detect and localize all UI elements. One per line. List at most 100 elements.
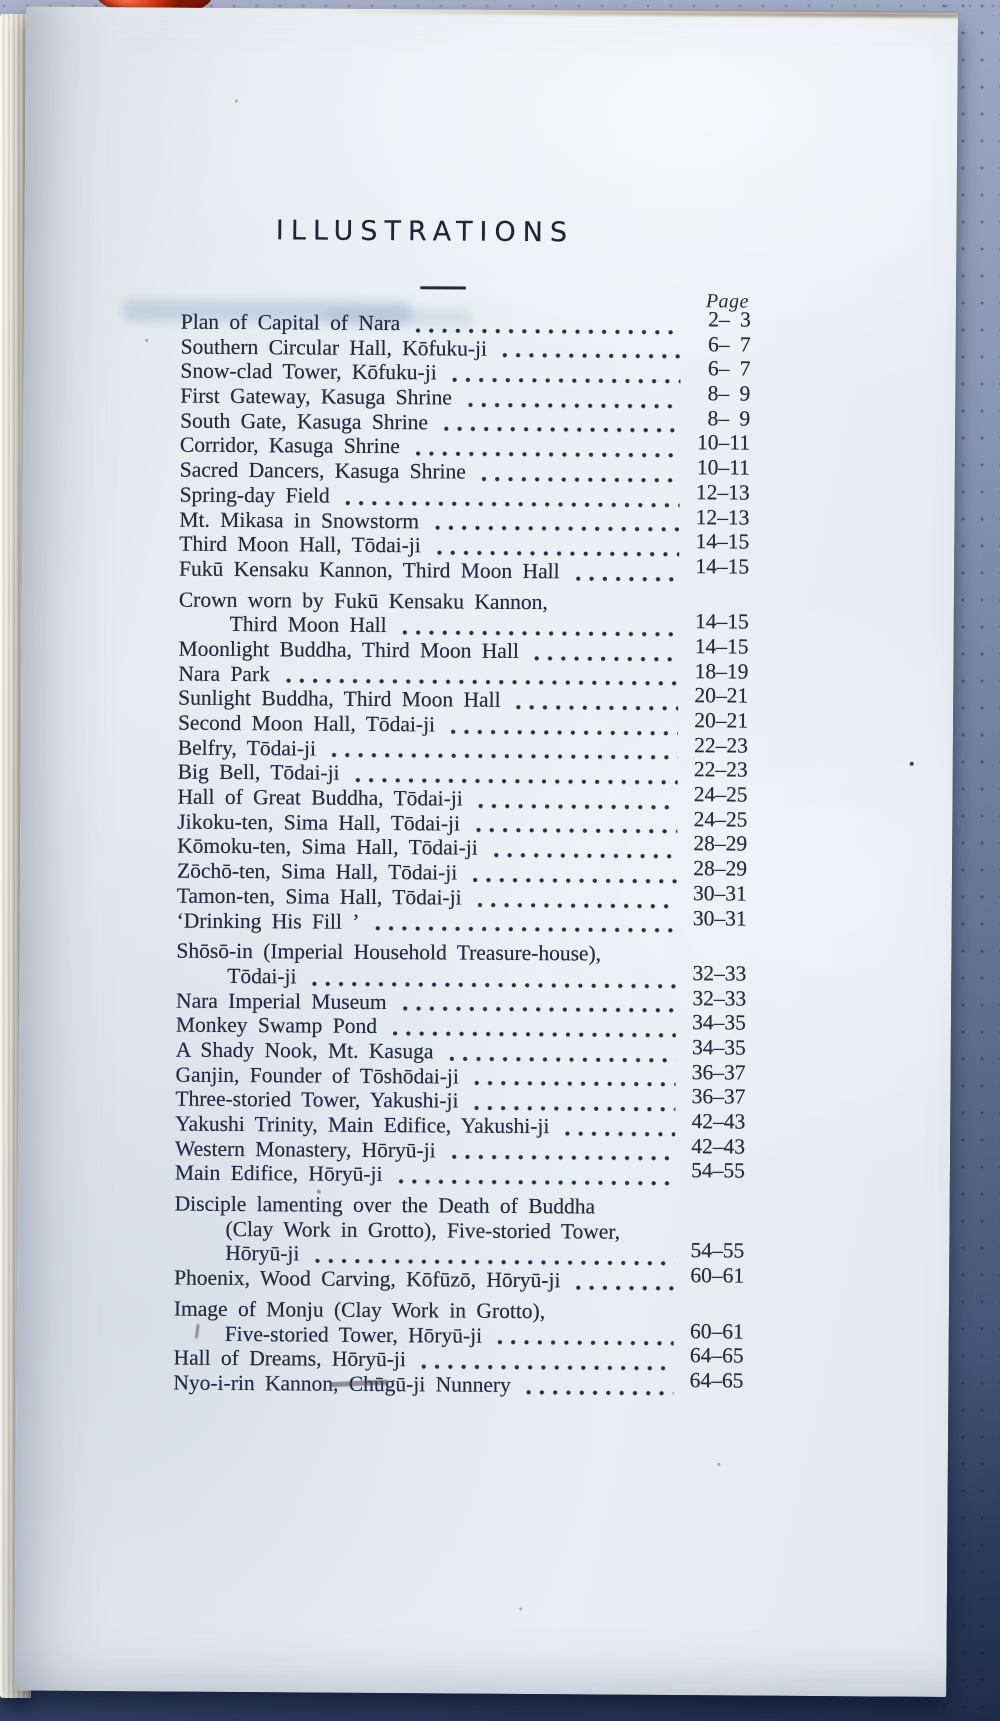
dot-leader — [605, 1195, 677, 1220]
dot-leader — [611, 942, 679, 967]
dot-leader — [555, 1299, 676, 1325]
dot-leader — [397, 990, 679, 1017]
entry-page-range: 30–31 — [692, 905, 747, 931]
dot-leader — [558, 590, 681, 616]
dot-leader — [429, 509, 682, 535]
entry-title-text: A Shady Nook, Mt. Kasuga — [175, 1037, 434, 1064]
dot-leader — [445, 712, 680, 738]
entry-title-text: Monkey Swamp Pond — [175, 1012, 378, 1039]
entry-title-text: Fukū Kensaku Kannon, Third Moon Hall — [179, 556, 560, 584]
entry-title-text: Second Moon Hall, Tōdai-ji — [177, 710, 436, 737]
entry-page-range: 60–61 — [689, 1318, 744, 1344]
entry-title-text: Phoenix, Wood Carving, Kōfūzō, Hōryū-ji — [174, 1265, 561, 1293]
entry-title-text: Western Monastery, Hōryū-ji — [174, 1136, 436, 1163]
dot-leader — [473, 787, 680, 813]
entry-page-range: 30–31 — [693, 880, 747, 906]
dot-leader — [392, 1162, 677, 1189]
entry-title-text: Hōryū-ji — [225, 1241, 300, 1266]
entry-page-range: 14–15 — [694, 609, 749, 634]
entry-title-text: Tamon-ten, Sima Hall, Tōdai-ji — [176, 883, 462, 910]
dot-leader — [462, 386, 683, 412]
entry-page-range: 12–13 — [695, 479, 750, 505]
entry-title-text: Moonlight Buddha, Third Moon Hall — [178, 636, 519, 663]
entry-title-text: Southern Circular Hall, Kōfuku-ji — [180, 334, 488, 361]
entry-title-text: Hall of Dreams, Hōryū-ji — [173, 1345, 407, 1372]
entry-title-text: Main Edifice, Hōryū-ji — [174, 1160, 383, 1187]
dot-leader — [476, 460, 682, 486]
dot-leader — [488, 836, 680, 862]
entry-page-range: 14–15 — [694, 634, 749, 659]
entry-title-text: Zōchō-ten, Sima Hall, Tōdai-ji — [176, 858, 458, 885]
entry-page-range: 22–23 — [694, 732, 748, 758]
paper-specks — [26, 6, 28, 8]
dot-leader — [447, 361, 683, 387]
dot-leader — [443, 1039, 677, 1065]
entry-page-range: 42–43 — [691, 1109, 746, 1134]
entry-title-text: South Gate, Kasuga Shrine — [180, 408, 429, 435]
entry-title-text: Plan of Capital of Nara — [180, 309, 401, 336]
entry-title-text: Mt. Mikasa in Snowstorm — [179, 507, 420, 533]
entry-title-text: Crown worn by Fukū Kensaku Kannon, — [178, 587, 548, 614]
entry-page-range: 28–29 — [693, 856, 748, 881]
entry-title-text: Jikoku-ten, Sima Hall, Tōdai-ji — [177, 809, 461, 836]
illustration-entry-line: Fukū Kensaku Kannon, Third Moon Hall 14–… — [179, 554, 750, 585]
dot-leader — [492, 1323, 676, 1349]
dot-leader — [369, 909, 678, 936]
dot-leader — [529, 639, 681, 665]
entry-page-range: 6– 7 — [707, 331, 751, 357]
entry-page-range: 20–21 — [694, 708, 749, 733]
entry-title-text: Sunlight Buddha, Third Moon Hall — [178, 685, 501, 713]
dot-leader — [446, 1138, 678, 1164]
entry-title-text: Hall of Great Buddha, Tōdai-ji — [177, 784, 463, 811]
entry-page-range: 22–23 — [693, 757, 748, 782]
dot-leader — [410, 435, 682, 462]
entry-title-text: Three-storied Tower, Yakushi-ji — [175, 1086, 459, 1113]
dot-leader — [438, 410, 682, 436]
entry-page-range: 8– 9 — [707, 406, 751, 431]
entry-title-text: Tōdai-ji — [227, 963, 297, 989]
dot-leader — [309, 1242, 676, 1269]
dot-leader — [468, 1089, 677, 1115]
entry-page-range: 34–35 — [691, 1035, 746, 1060]
entry-title-text: Third Moon Hall, Tōdai-ji — [179, 531, 421, 558]
dot-leader — [306, 964, 678, 991]
entry-title-text: Kōmoku-ten, Sima Hall, Tōdai-ji — [177, 834, 478, 861]
dot-leader — [326, 736, 680, 763]
entry-title-text: Spring-day Field — [179, 482, 330, 508]
entry-page-range: 36–37 — [691, 1084, 746, 1109]
entry-page-range: 32–33 — [692, 985, 747, 1011]
dot-leader — [470, 811, 679, 837]
entry-title-text: Image of Monju (Clay Work in Grotto), — [173, 1296, 546, 1323]
entry-title-text: Ganjin, Founder of Tōshōdai-ji — [175, 1062, 459, 1089]
dot-leader — [469, 1064, 678, 1090]
dot-leader — [410, 311, 683, 338]
entry-title-text: Third Moon Hall — [229, 612, 387, 638]
illustration-entry-line: Nyo-i-rin Kannon, Chūgū-ji Nunnery 64–65 — [173, 1368, 743, 1399]
entry-page-range: 32–33 — [692, 961, 747, 986]
entry-title-text: Nara Park — [178, 661, 271, 686]
entry-page-range: 14–15 — [695, 529, 750, 554]
dot-leader — [472, 885, 679, 911]
entry-page-range: 36–37 — [691, 1059, 746, 1085]
page-title: ILLUSTRATIONS — [275, 215, 575, 249]
entry-title-text: Sacred Dancers, Kasuga Shrine — [179, 457, 466, 484]
dot-leader — [397, 613, 681, 640]
entry-title-text: Disciple lamenting over the Death of Bud… — [174, 1191, 596, 1219]
entry-page-range: 24–25 — [693, 806, 748, 832]
entry-title-text: Yakushi Trinity, Main Edifice, Yakushi-j… — [175, 1111, 550, 1139]
entry-title-text: Five-storied Tower, Hōryū-ji — [224, 1321, 483, 1348]
entry-page-range: 60–61 — [690, 1263, 745, 1288]
entry-page-range: 34–35 — [692, 1010, 747, 1035]
dot-leader — [349, 761, 679, 788]
illustration-entry-line: Main Edifice, Hōryū-ji 54–55 — [174, 1158, 745, 1190]
entry-page-range: 12–13 — [695, 504, 750, 530]
entry-title-text: First Gateway, Kasuga Shrine — [180, 383, 452, 410]
entry-title-text: Corridor, Kasuga Shrine — [179, 433, 400, 459]
entry-page-range: 54–55 — [691, 1158, 745, 1183]
entry-page-range: 18–19 — [694, 658, 749, 684]
entry-page-range: 14–15 — [695, 554, 750, 579]
dot-leader — [570, 1268, 676, 1293]
dot-leader — [416, 1347, 676, 1373]
dot-leader — [630, 1219, 677, 1244]
entry-page-range: 42–43 — [691, 1133, 746, 1159]
